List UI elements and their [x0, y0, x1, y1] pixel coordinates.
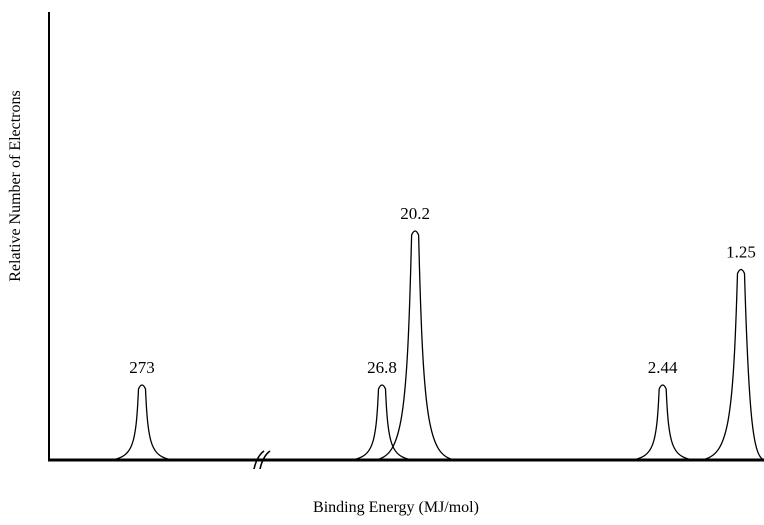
peak-label-1: 273	[129, 358, 155, 377]
peak-label-3: 20.2	[400, 204, 430, 223]
peak-label-5: 1.25	[726, 243, 756, 262]
peak-3	[375, 230, 456, 461]
y-axis-label: Relative Number of Electrons	[7, 90, 24, 282]
peak-labels-layer: 273 26.8 20.2 2.44 1.25	[129, 204, 756, 377]
peak-label-4: 2.44	[648, 358, 678, 377]
peaks-layer	[111, 230, 764, 461]
peak-2	[351, 384, 413, 461]
peak-5	[700, 268, 764, 461]
x-axis-label: Binding Energy (MJ/mol)	[313, 499, 479, 516]
axis-break-mark	[253, 450, 271, 470]
peak-label-2: 26.8	[367, 358, 397, 377]
peak-4	[632, 384, 693, 461]
peak-1	[111, 384, 173, 461]
